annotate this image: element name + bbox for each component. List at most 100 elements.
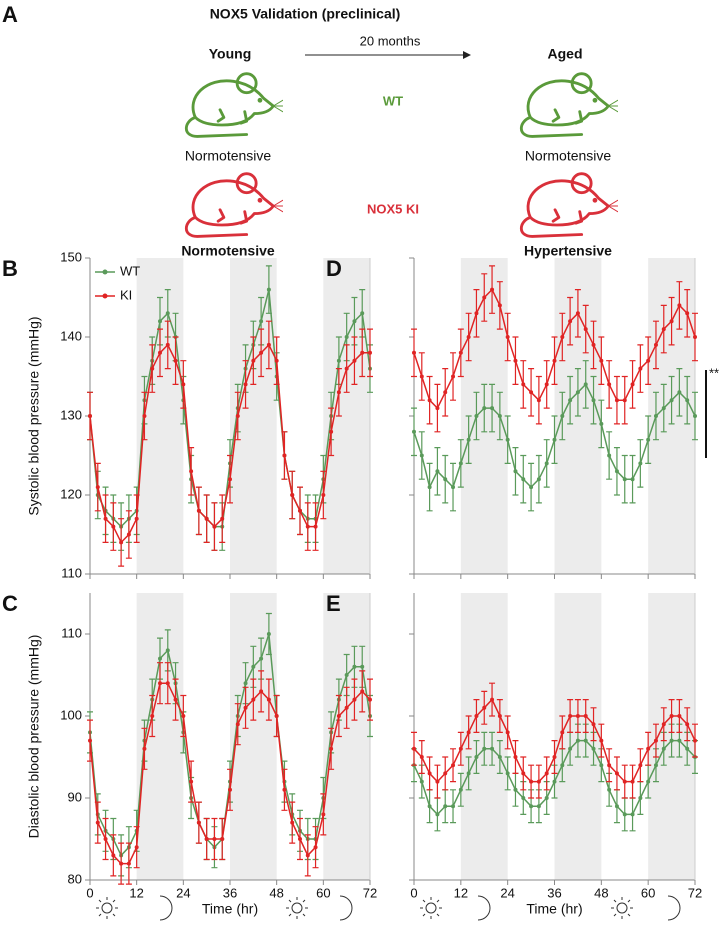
marker xyxy=(451,804,456,809)
y-axis-label: Diastolic blood pressure (mmHg) xyxy=(26,635,42,839)
marker xyxy=(490,406,495,411)
marker xyxy=(653,763,658,768)
marker xyxy=(536,779,541,784)
marker xyxy=(298,508,302,513)
marker xyxy=(591,722,596,727)
marker xyxy=(661,722,666,727)
marker xyxy=(614,469,619,474)
marker xyxy=(173,697,178,702)
marker xyxy=(165,342,170,347)
marker xyxy=(266,632,271,636)
marker xyxy=(336,358,341,363)
marker xyxy=(321,493,326,497)
marker xyxy=(344,335,349,339)
marker xyxy=(412,350,416,355)
marker xyxy=(466,771,471,776)
marker xyxy=(336,390,341,395)
marker xyxy=(599,358,604,363)
marker xyxy=(119,861,124,866)
marker xyxy=(575,738,580,743)
status: Normotensive xyxy=(525,148,612,164)
marker xyxy=(435,469,440,474)
marker xyxy=(266,697,271,702)
marker xyxy=(646,779,651,784)
marker xyxy=(646,358,651,363)
x-tick-label: 48 xyxy=(594,885,608,900)
x-tick-label: 36 xyxy=(547,885,561,900)
marker xyxy=(111,853,116,858)
marker xyxy=(583,738,588,743)
mouse-icon xyxy=(184,172,283,238)
marker xyxy=(466,335,471,339)
marker xyxy=(568,714,573,718)
row-label: NOX5 KI xyxy=(367,201,419,216)
y-tick-label: 140 xyxy=(60,328,82,343)
marker xyxy=(622,779,627,784)
marker xyxy=(204,837,209,841)
marker xyxy=(412,429,416,434)
marker xyxy=(653,738,658,743)
chart: 0 12 24 36 48 60 72 E Time (hr) xyxy=(326,591,702,917)
marker xyxy=(181,382,186,387)
marker xyxy=(427,804,432,809)
marker xyxy=(458,350,463,355)
marker xyxy=(685,398,690,403)
marker xyxy=(693,335,697,339)
marker xyxy=(661,327,666,332)
y-tick-label: 130 xyxy=(60,407,82,422)
marker xyxy=(212,524,217,529)
marker xyxy=(321,812,326,817)
marker xyxy=(591,342,596,347)
y-tick-label: 80 xyxy=(68,871,82,886)
mouse-icon xyxy=(519,72,618,138)
marker xyxy=(591,398,596,403)
x-tick-label: 0 xyxy=(86,885,93,900)
marker xyxy=(646,746,651,751)
marker xyxy=(497,755,502,759)
y-tick-label: 120 xyxy=(60,486,82,501)
marker xyxy=(344,366,349,371)
marker xyxy=(158,350,162,355)
marker xyxy=(568,319,573,324)
marker xyxy=(552,437,557,442)
marker xyxy=(536,477,541,482)
marker xyxy=(544,382,549,387)
marker xyxy=(661,406,666,411)
marker xyxy=(305,524,310,529)
marker xyxy=(638,366,643,371)
marker xyxy=(313,845,318,850)
marker xyxy=(251,358,256,363)
marker xyxy=(274,714,279,718)
marker xyxy=(419,374,424,379)
x-axis-label: Time (hr) xyxy=(202,901,258,917)
x-tick-label: 36 xyxy=(223,885,237,900)
column-label: Aged xyxy=(548,46,583,62)
marker xyxy=(521,477,526,482)
marker xyxy=(360,311,365,316)
diagram-title: NOX5 Validation (preclinical) xyxy=(210,6,401,22)
marker xyxy=(575,311,580,316)
marker xyxy=(251,664,256,669)
marker xyxy=(165,681,170,686)
x-tick-label: 60 xyxy=(641,885,655,900)
marker xyxy=(630,477,635,482)
marker xyxy=(243,382,248,387)
marker xyxy=(653,342,658,347)
marker xyxy=(521,771,526,776)
marker xyxy=(103,837,108,841)
marker xyxy=(669,398,674,403)
marker xyxy=(329,429,334,434)
marker xyxy=(435,779,440,784)
marker xyxy=(282,453,287,458)
marker xyxy=(607,787,612,792)
x-tick-label: 12 xyxy=(129,885,143,900)
marker xyxy=(599,421,604,426)
marker xyxy=(513,358,518,363)
marker xyxy=(497,714,502,718)
marker xyxy=(677,738,682,743)
marker xyxy=(521,796,526,800)
status: Hypertensive xyxy=(524,243,612,259)
marker xyxy=(614,771,619,776)
marker xyxy=(513,755,518,759)
marker xyxy=(677,390,682,395)
